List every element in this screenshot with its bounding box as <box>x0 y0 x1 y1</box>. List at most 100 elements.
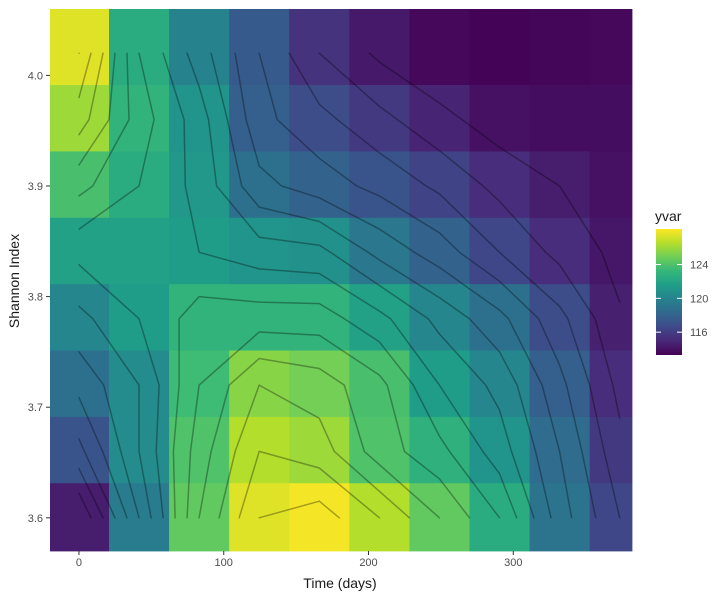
heatmap-tile <box>108 483 170 552</box>
heatmap-tile <box>50 9 110 86</box>
heatmap-tile <box>229 483 290 552</box>
heatmap-tile <box>50 217 110 285</box>
heatmap-tile <box>469 483 530 552</box>
heatmap-tile <box>469 416 530 484</box>
contour-line <box>78 52 621 519</box>
y-tick-label: 3.8 <box>28 292 43 304</box>
y-axis: 3.6 3.7 3.8 3.9 4.0 <box>28 70 50 525</box>
contour-line <box>78 52 518 519</box>
contour-line <box>78 52 621 519</box>
contour-line <box>78 52 381 519</box>
y-tick-label: 3.7 <box>28 402 43 414</box>
heatmap-tile <box>289 217 350 285</box>
heatmap-tile <box>289 483 350 552</box>
heatmap-tile <box>349 85 410 152</box>
heatmap-tile <box>349 416 410 484</box>
contour-line <box>78 52 411 519</box>
heatmap-tile <box>169 483 230 552</box>
heatmap-tile <box>108 85 170 152</box>
contour-line <box>78 52 573 519</box>
heatmap-tile <box>229 85 290 152</box>
heatmap-tile <box>229 284 290 351</box>
heatmap-tile <box>469 151 530 219</box>
heatmap-tile <box>169 9 230 86</box>
heatmap-tile <box>50 350 110 418</box>
contour-lines <box>78 52 621 519</box>
heatmap-tile <box>409 284 470 351</box>
heatmap-tile <box>289 284 350 351</box>
heatmap-tile <box>229 9 290 86</box>
colorbar-ticks: 116 120 124 <box>656 260 708 339</box>
x-axis: 0 100 200 300 <box>76 551 522 569</box>
colorbar <box>656 229 682 355</box>
heatmap-tile <box>229 350 290 418</box>
contour-line <box>78 52 552 519</box>
heatmap-tile <box>529 483 591 552</box>
heatmap-tile <box>229 151 290 219</box>
heatmap-tile <box>529 151 591 219</box>
heatmap-tile <box>289 151 350 219</box>
heatmap-tile <box>50 416 110 484</box>
heatmap-tile <box>50 85 110 152</box>
heatmap-tile <box>169 85 230 152</box>
heatmap-tile <box>469 85 530 152</box>
heatmap-tile <box>589 483 633 552</box>
heatmap-tile <box>469 217 530 285</box>
heatmap-tile <box>169 217 230 285</box>
heatmap-tile <box>469 284 530 351</box>
heatmap-tile <box>529 9 591 86</box>
heatmap-tile <box>289 9 350 86</box>
y-tick-label: 4.0 <box>28 70 43 82</box>
x-tick-label: 0 <box>76 557 82 569</box>
heatmap-tile <box>469 9 530 86</box>
x-tick-label: 200 <box>359 557 377 569</box>
x-tick-label: 100 <box>215 557 233 569</box>
heatmap-tile <box>108 9 170 86</box>
colorbar-tick-label: 120 <box>690 293 708 305</box>
contour-line <box>78 52 535 519</box>
heatmap-tile <box>229 217 290 285</box>
heatmap-tile <box>589 85 633 152</box>
heatmap-tile <box>169 416 230 484</box>
heatmap-tile <box>169 284 230 351</box>
heatmap-tile <box>169 151 230 219</box>
contour-line <box>78 52 471 519</box>
heatmap-tile <box>409 350 470 418</box>
y-tick-label: 3.6 <box>28 513 43 525</box>
heatmap-tile <box>50 483 110 552</box>
heatmap-tile <box>589 350 633 418</box>
heatmap-tile <box>409 9 470 86</box>
heatmap-tile <box>529 85 591 152</box>
y-tick-label: 3.9 <box>28 181 43 193</box>
contour-line <box>78 52 441 519</box>
heatmap-tile <box>289 85 350 152</box>
heatmap-tile <box>108 217 170 285</box>
heatmap-tile <box>589 284 633 351</box>
y-axis-title: Shannon Index <box>6 234 22 328</box>
heatmap-tile <box>169 350 230 418</box>
heatmap-tile <box>409 151 470 219</box>
legend: yvar 116 120 124 <box>655 208 708 355</box>
heatmap-tile <box>229 416 290 484</box>
heatmap-tile <box>108 350 170 418</box>
colorbar-tick-label: 124 <box>690 260 708 272</box>
heatmap-tile <box>589 217 633 285</box>
heatmap-tile <box>409 217 470 285</box>
heatmap-tile <box>409 85 470 152</box>
heatmap-tile <box>349 217 410 285</box>
heatmap-tile <box>349 151 410 219</box>
contour-line <box>78 52 597 519</box>
heatmap-tile <box>108 416 170 484</box>
heatmap-tile <box>289 350 350 418</box>
heatmap-tile <box>349 284 410 351</box>
x-tick-label: 300 <box>504 557 522 569</box>
contour-line <box>368 52 621 303</box>
heatmap-tile <box>529 284 591 351</box>
legend-title: yvar <box>655 208 682 224</box>
heatmap-tile <box>50 284 110 351</box>
heatmap-tile <box>289 416 350 484</box>
contour-line <box>78 52 501 519</box>
colorbar-tick-label: 116 <box>690 327 708 339</box>
heatmap-tile <box>589 416 633 484</box>
